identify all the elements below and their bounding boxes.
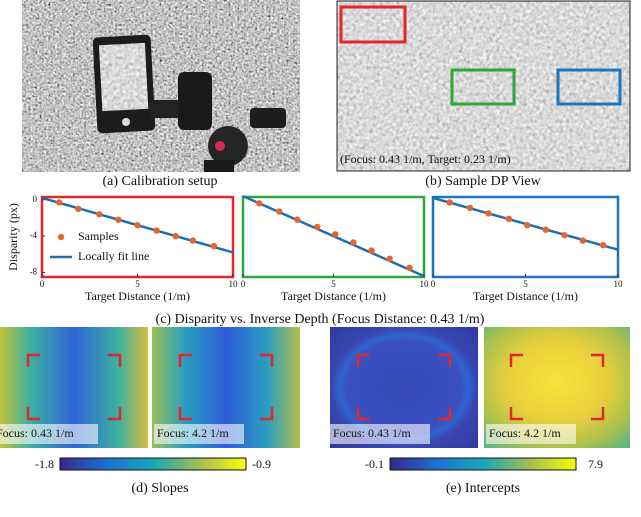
sample-point [543,227,549,233]
x-tick-label: 0 [241,279,246,289]
sample-point [75,206,81,212]
colorbar-max: 7.9 [588,457,603,471]
y-tick-label: -8 [30,267,38,277]
heatmap-label: Focus: 0.43 1/m [0,426,74,440]
sample-point [350,239,356,245]
caption: (e) Intercepts [446,481,520,496]
sample-point [446,199,452,205]
plot-frame [42,197,233,277]
photo [22,0,300,172]
colorbar [60,458,246,470]
heatmap-label: Focus: 4.2 1/m [157,426,229,440]
sample-point [56,199,62,205]
colorbar-max: -0.9 [252,457,271,471]
heatmap-label: Focus: 4.2 1/m [489,426,561,440]
sample-point [600,242,606,248]
sample-point [406,265,412,271]
sample-point [211,243,217,249]
heatmap-label: Focus: 0.43 1/m [333,426,411,440]
x-tick-label: 0 [40,279,45,289]
sample-point [314,224,320,230]
x-tick-label: 10 [420,279,430,289]
x-axis-label: Target Distance (1/m) [85,289,190,303]
sample-point [386,256,392,262]
sample-point [276,208,282,214]
sample-point [153,227,159,233]
x-tick-label: 0 [431,279,436,289]
x-tick-label: 10 [229,279,239,289]
sample-point [294,217,300,223]
sample-point [485,210,491,216]
caption: (a) Calibration setup [102,174,217,189]
plot-frame [433,197,618,277]
caption: (b) Sample DP View [425,174,541,189]
caption: (c) Disparity vs. Inverse Depth (Focus D… [156,312,485,327]
sample-point [96,211,102,217]
legend-swatch [58,234,64,240]
legend-label: Locally fit line [78,249,149,263]
sample-point [115,217,121,223]
legend-label: Samples [78,229,119,243]
x-axis-label: Target Distance (1/m) [473,289,578,303]
y-tick-label: 0 [33,194,38,204]
sample-point [368,247,374,253]
figure: (a) Calibration setup (Focus: 0.43 1/m, … [0,0,641,517]
colorbar [390,458,576,470]
sample-point [256,200,262,206]
x-tick-label: 10 [614,279,624,289]
sample-point [467,205,473,211]
dp-view [337,1,630,171]
x-tick-label: 5 [331,279,336,289]
colorbar-min: -0.1 [365,457,384,471]
sample-point [524,222,530,228]
colorbar-min: -1.8 [35,457,54,471]
y-tick-label: -4 [30,230,38,240]
sample-point [332,231,338,237]
x-tick-label: 5 [523,279,528,289]
sample-point [580,237,586,243]
x-axis-label: Target Distance (1/m) [281,289,386,303]
caption: (d) Slopes [131,481,188,496]
x-tick-label: 5 [135,279,140,289]
sample-point [134,222,140,228]
y-axis-label: Disparity (px) [6,203,20,271]
sample-point [190,237,196,243]
overlay-text: (Focus: 0.43 1/m, Target: 0.23 1/m) [340,152,511,166]
sample-point [561,232,567,238]
sample-point [173,233,179,239]
sample-point [506,216,512,222]
